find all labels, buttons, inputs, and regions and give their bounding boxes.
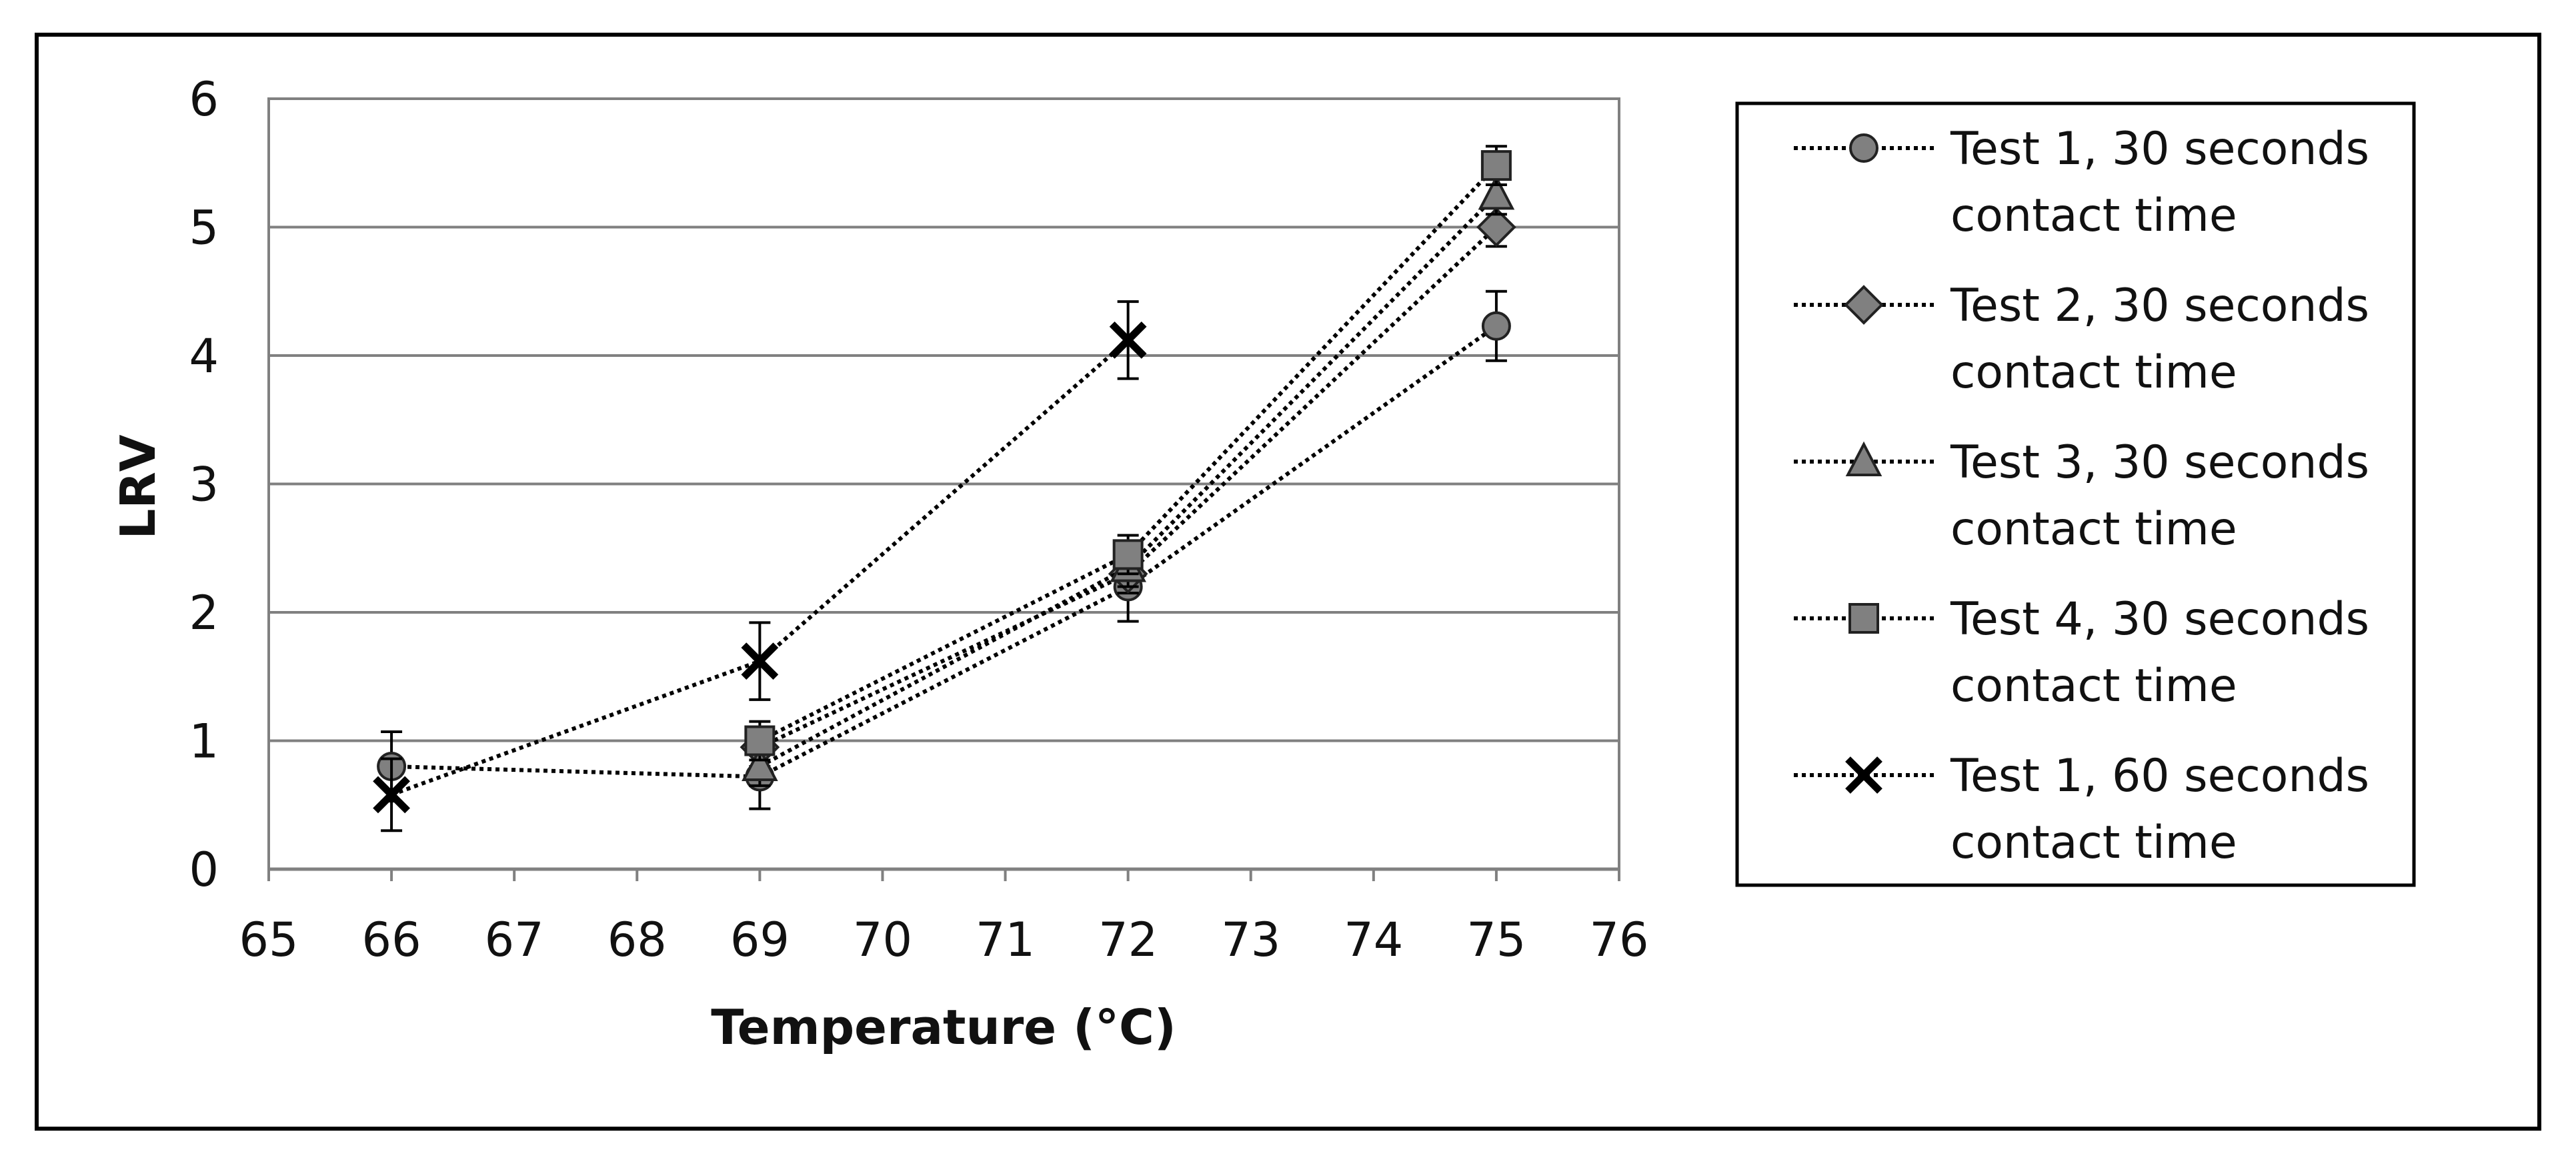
series-5 <box>373 300 1147 832</box>
data-point <box>742 746 778 781</box>
data-point <box>1109 322 1147 359</box>
x-axis-title: Temperature (°C) <box>711 999 1176 1055</box>
series-line <box>391 338 1130 797</box>
data-point <box>1112 539 1144 570</box>
x-tick-label: 73 <box>1221 913 1280 967</box>
series-group <box>373 145 1516 832</box>
legend-entry: Test 4, 30 seconds contact time <box>1794 593 2369 712</box>
y-tick-label: 1 <box>189 714 219 769</box>
legend-label: Test 1, 60 seconds <box>1950 750 2369 802</box>
x-marker-stroke <box>1845 756 1882 794</box>
series-4 <box>744 145 1512 762</box>
x-tick-label: 69 <box>730 913 790 967</box>
legend-label: contact time <box>1951 189 2237 242</box>
x-tick-label: 65 <box>239 913 298 967</box>
x-tick-label: 76 <box>1589 913 1648 967</box>
y-tick-label: 5 <box>189 201 219 255</box>
data-point <box>1476 207 1516 247</box>
legend-marker <box>1844 285 1884 325</box>
y-tick-label: 0 <box>189 842 219 897</box>
y-tick-label: 3 <box>189 458 219 512</box>
legend-entry: Test 1, 30 seconds contact time <box>1794 123 2369 242</box>
legend-marker <box>1845 756 1882 794</box>
legend-entry: Test 2, 30 seconds contact time <box>1794 279 2369 399</box>
x-tick-label: 74 <box>1344 913 1403 967</box>
legend-label: Test 1, 30 seconds <box>1950 123 2369 175</box>
legend-label: contact time <box>1951 503 2237 556</box>
y-tick-label: 4 <box>189 329 219 384</box>
legend-marker <box>1845 441 1882 476</box>
x-tick-label: 71 <box>976 913 1035 967</box>
legend-label: contact time <box>1951 346 2237 399</box>
x-marker-stroke <box>1109 322 1147 359</box>
y-axis-title: LRV <box>110 434 166 539</box>
data-point <box>1478 175 1515 210</box>
data-point <box>741 642 779 680</box>
legend-entry: Test 1, 60 seconds contact time <box>1794 750 2369 869</box>
legend-label: Test 2, 30 seconds <box>1950 279 2369 332</box>
x-marker-stroke <box>741 642 779 680</box>
axes: 0 1 2 3 4 5 6 65 66 67 68 69 70 71 72 73 74 75 76 <box>189 72 1648 967</box>
x-tick-label: 67 <box>485 913 544 967</box>
x-tick-label: 72 <box>1098 913 1158 967</box>
series-line <box>391 324 1498 779</box>
legend-box <box>1735 101 2416 887</box>
x-tick-label: 75 <box>1466 913 1526 967</box>
legend-marker <box>1849 133 1878 163</box>
x-tick-label: 66 <box>362 913 421 967</box>
y-tick-label: 6 <box>189 72 219 127</box>
data-point <box>744 725 776 756</box>
data-point <box>1480 150 1512 181</box>
x-tick-label: 68 <box>607 913 667 967</box>
legend-label: contact time <box>1951 660 2237 712</box>
legend-entry: Test 3, 30 seconds contact time <box>1794 436 2369 556</box>
data-point <box>373 776 410 814</box>
data-point <box>1481 311 1511 341</box>
legend-label: Test 3, 30 seconds <box>1950 436 2369 489</box>
gridlines <box>269 225 1619 742</box>
x-marker-stroke <box>373 776 410 814</box>
y-tick-label: 2 <box>189 586 219 640</box>
legend-label: Test 4, 30 seconds <box>1950 593 2369 646</box>
legend-label: contact time <box>1951 816 2237 869</box>
series-line <box>759 164 1498 743</box>
legend-marker <box>1848 603 1879 634</box>
x-tick-label: 70 <box>853 913 912 967</box>
